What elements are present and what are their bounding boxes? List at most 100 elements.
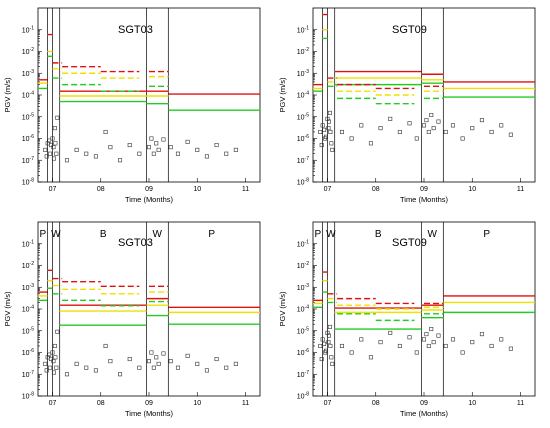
data-point: [318, 343, 323, 348]
data-point: [48, 151, 53, 156]
data-point: [214, 357, 219, 362]
data-point: [50, 350, 55, 355]
data-point: [326, 340, 331, 345]
data-point: [489, 129, 494, 134]
data-point: [499, 123, 504, 128]
y-tick-label: 10-1: [22, 239, 34, 248]
data-point: [147, 359, 152, 364]
x-tick-label: 10: [193, 186, 201, 193]
data-point: [53, 141, 58, 146]
x-tick-label: 09: [420, 400, 428, 407]
data-point: [397, 129, 402, 134]
data-point: [407, 121, 412, 126]
data-point: [322, 341, 327, 346]
data-point: [499, 337, 504, 342]
data-point: [127, 357, 132, 362]
phase-label: B: [375, 229, 382, 240]
data-point: [195, 361, 200, 366]
panel-3: 10-8 10-7 10-6 10-5 10-4 10-3 10-2 10-1 07 08 09 10…: [3, 221, 261, 418]
data-point: [161, 137, 166, 142]
data-point: [195, 147, 200, 152]
data-point: [489, 343, 494, 348]
data-point: [161, 351, 166, 356]
y-tick-label: 10-5: [297, 326, 309, 335]
phase-label: P: [208, 229, 215, 240]
data-point: [436, 333, 441, 338]
data-point: [324, 134, 329, 139]
data-point: [51, 145, 56, 150]
y-tick-label: 10-6: [297, 348, 309, 357]
data-point: [47, 352, 52, 357]
data-point: [388, 116, 393, 121]
data-point: [93, 154, 98, 159]
data-point: [421, 337, 426, 342]
data-point: [339, 343, 344, 348]
data-point: [450, 123, 455, 128]
data-point: [414, 350, 419, 355]
data-point: [330, 147, 335, 152]
data-point: [378, 126, 383, 131]
data-point: [424, 118, 429, 123]
x-tick-label: 08: [97, 186, 105, 193]
y-axis-title: PGV (m/s): [3, 77, 12, 113]
data-point: [233, 361, 238, 366]
phase-label: W: [51, 229, 61, 240]
data-point: [54, 151, 59, 156]
data-point: [326, 119, 331, 124]
y-tick-label: 10-2: [22, 47, 34, 56]
y-tick-label: 10-8: [297, 392, 309, 401]
data-point: [55, 115, 60, 120]
data-point: [118, 372, 123, 377]
data-point: [156, 361, 161, 366]
data-point: [508, 132, 513, 137]
data-point: [388, 330, 393, 335]
data-point: [407, 335, 412, 340]
y-tick-label: 10-6: [22, 348, 34, 357]
y-tick-label: 10-3: [297, 283, 309, 292]
y-tick-label: 10-5: [22, 326, 34, 335]
data-point: [349, 350, 354, 355]
x-tick-label: 09: [145, 400, 153, 407]
y-tick-label: 10-3: [297, 69, 309, 78]
data-point: [349, 136, 354, 141]
y-tick-label: 10-4: [297, 91, 309, 100]
y-tick-label: 10-3: [22, 69, 34, 78]
x-tick-label: 11: [242, 186, 249, 193]
y-tick-label: 10-4: [22, 305, 34, 314]
y-tick-label: 10-8: [22, 178, 34, 187]
data-point: [64, 158, 69, 163]
data-point: [50, 136, 55, 141]
data-point: [224, 151, 229, 156]
phase-label: P: [314, 229, 321, 240]
data-point: [431, 340, 436, 345]
data-point: [330, 361, 335, 366]
data-point: [328, 129, 333, 134]
data-point: [224, 365, 229, 370]
phase-label: W: [326, 229, 336, 240]
data-point: [151, 151, 156, 156]
data-point: [320, 123, 325, 128]
data-point: [127, 143, 132, 148]
data-point: [426, 343, 431, 348]
data-point: [470, 340, 475, 345]
data-point: [168, 145, 173, 150]
data-point: [154, 355, 159, 360]
data-point: [48, 365, 53, 370]
data-point: [149, 136, 154, 141]
data-point: [43, 361, 48, 366]
data-point: [137, 365, 142, 370]
y-tick-label: 10-2: [22, 261, 34, 270]
data-point: [52, 126, 57, 131]
x-axis-title: Time (Months): [125, 195, 174, 204]
data-point: [359, 123, 364, 128]
data-point: [204, 368, 209, 373]
data-point: [426, 129, 431, 134]
data-point: [508, 346, 513, 351]
data-point: [359, 337, 364, 342]
y-tick-label: 10-1: [297, 25, 309, 34]
data-point: [151, 365, 156, 370]
data-point: [175, 151, 180, 156]
phase-label: P: [39, 229, 46, 240]
data-point: [84, 151, 89, 156]
x-axis-title: Time (Months): [400, 195, 449, 204]
